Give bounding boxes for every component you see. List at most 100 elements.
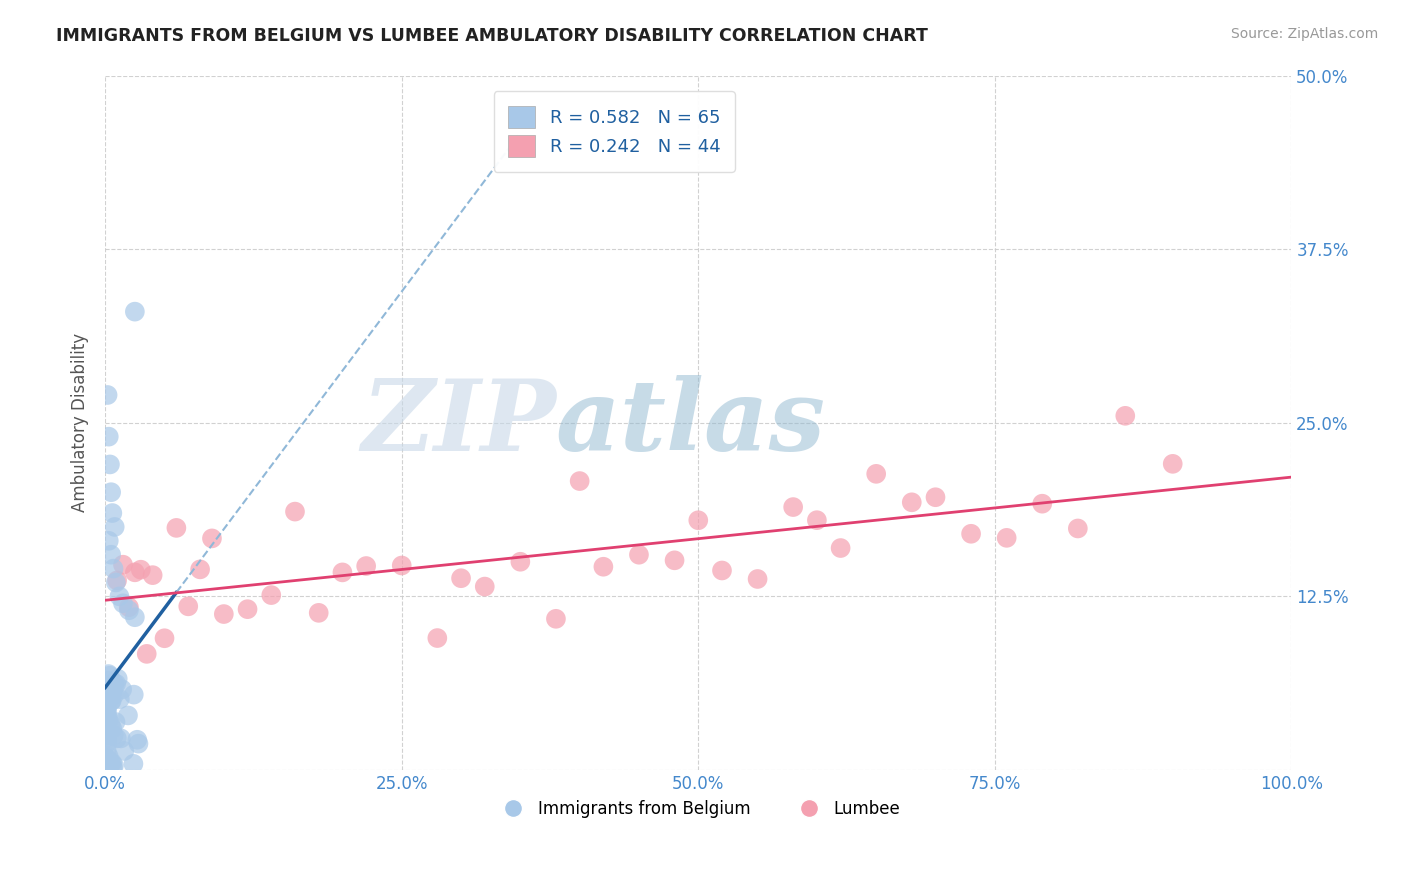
Point bbox=[110, 731, 132, 746]
Point bbox=[97, 692, 120, 706]
Point bbox=[177, 599, 200, 614]
Point bbox=[103, 728, 125, 742]
Point bbox=[830, 541, 852, 555]
Point bbox=[107, 672, 129, 686]
Point bbox=[1114, 409, 1136, 423]
Point bbox=[98, 458, 121, 472]
Point bbox=[98, 669, 121, 683]
Point bbox=[124, 610, 146, 624]
Point bbox=[97, 688, 120, 702]
Point bbox=[509, 555, 531, 569]
Point bbox=[96, 755, 118, 769]
Point bbox=[103, 676, 125, 690]
Point bbox=[96, 728, 118, 742]
Point bbox=[96, 689, 118, 703]
Point bbox=[122, 756, 145, 771]
Point bbox=[124, 566, 146, 580]
Point bbox=[111, 682, 134, 697]
Point bbox=[924, 490, 946, 504]
Point bbox=[111, 596, 134, 610]
Text: atlas: atlas bbox=[555, 375, 825, 471]
Point bbox=[100, 694, 122, 708]
Point bbox=[188, 562, 211, 576]
Point bbox=[96, 710, 118, 724]
Point bbox=[122, 688, 145, 702]
Point bbox=[108, 590, 131, 604]
Point bbox=[1031, 497, 1053, 511]
Point bbox=[806, 513, 828, 527]
Point bbox=[711, 564, 734, 578]
Point bbox=[97, 388, 120, 402]
Text: IMMIGRANTS FROM BELGIUM VS LUMBEE AMBULATORY DISABILITY CORRELATION CHART: IMMIGRANTS FROM BELGIUM VS LUMBEE AMBULA… bbox=[56, 27, 928, 45]
Point bbox=[308, 606, 330, 620]
Point bbox=[995, 531, 1018, 545]
Point bbox=[568, 474, 591, 488]
Point bbox=[101, 760, 124, 774]
Point bbox=[627, 548, 650, 562]
Point bbox=[664, 553, 686, 567]
Point bbox=[101, 722, 124, 736]
Point bbox=[474, 580, 496, 594]
Point bbox=[100, 693, 122, 707]
Point bbox=[284, 505, 307, 519]
Point bbox=[332, 566, 354, 580]
Point bbox=[96, 702, 118, 716]
Point bbox=[153, 632, 176, 646]
Point bbox=[96, 701, 118, 715]
Point bbox=[100, 717, 122, 731]
Point bbox=[103, 679, 125, 693]
Point bbox=[117, 708, 139, 723]
Point bbox=[960, 526, 983, 541]
Point bbox=[108, 692, 131, 706]
Point bbox=[747, 572, 769, 586]
Text: ZIP: ZIP bbox=[361, 375, 555, 471]
Point bbox=[127, 737, 149, 751]
Point bbox=[96, 736, 118, 750]
Point bbox=[100, 548, 122, 562]
Point bbox=[900, 495, 922, 509]
Point bbox=[212, 607, 235, 621]
Point bbox=[104, 575, 127, 590]
Point bbox=[100, 485, 122, 500]
Point bbox=[103, 561, 125, 575]
Point bbox=[101, 506, 124, 520]
Text: Source: ZipAtlas.com: Source: ZipAtlas.com bbox=[1230, 27, 1378, 41]
Point bbox=[96, 705, 118, 719]
Point bbox=[97, 667, 120, 681]
Point bbox=[97, 712, 120, 726]
Point bbox=[111, 558, 134, 572]
Point bbox=[97, 749, 120, 764]
Point bbox=[97, 763, 120, 777]
Point bbox=[592, 559, 614, 574]
Point bbox=[101, 685, 124, 699]
Point bbox=[865, 467, 887, 481]
Point bbox=[96, 688, 118, 702]
Point bbox=[104, 520, 127, 534]
Point bbox=[96, 752, 118, 766]
Point bbox=[1161, 457, 1184, 471]
Point bbox=[1067, 521, 1090, 535]
Point bbox=[96, 752, 118, 766]
Point bbox=[96, 673, 118, 688]
Point bbox=[260, 588, 283, 602]
Point bbox=[354, 559, 377, 574]
Point bbox=[236, 602, 259, 616]
Point bbox=[450, 571, 472, 585]
Point bbox=[96, 725, 118, 739]
Point bbox=[104, 714, 127, 729]
Point bbox=[97, 533, 120, 548]
Legend: Immigrants from Belgium, Lumbee: Immigrants from Belgium, Lumbee bbox=[489, 793, 907, 824]
Point bbox=[426, 631, 449, 645]
Point bbox=[142, 568, 165, 582]
Point bbox=[165, 521, 187, 535]
Point bbox=[118, 600, 141, 615]
Point bbox=[97, 430, 120, 444]
Point bbox=[688, 513, 710, 527]
Point bbox=[105, 677, 128, 691]
Point bbox=[105, 574, 128, 588]
Point bbox=[96, 731, 118, 745]
Point bbox=[124, 304, 146, 318]
Point bbox=[96, 744, 118, 758]
Point bbox=[98, 683, 121, 698]
Point bbox=[100, 756, 122, 770]
